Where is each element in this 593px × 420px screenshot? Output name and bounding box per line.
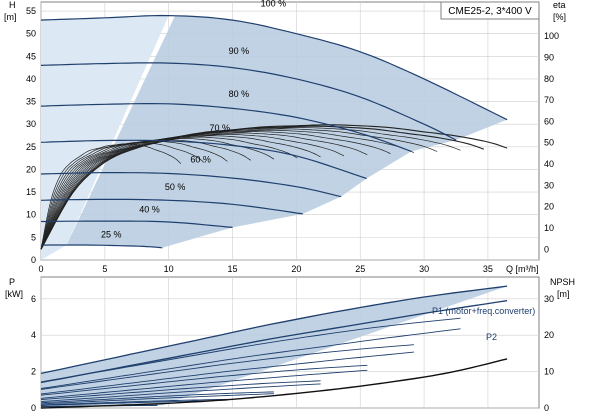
- x-axis-label: Q [m³/h]: [506, 264, 539, 274]
- npsh-tick-label: 20: [544, 330, 554, 340]
- operating-region: [66, 15, 508, 248]
- speed-curve: [41, 220, 233, 228]
- reduced-speed-power-curve: [40, 399, 228, 406]
- reduced-speed-power-curve: [40, 398, 228, 406]
- y-left-tick-label: 5: [31, 232, 36, 242]
- npsh-axis-label: NPSH: [550, 277, 575, 287]
- speed-label: 40 %: [139, 204, 160, 214]
- speed-curve: [40, 14, 508, 121]
- npsh-tick-label: 0: [544, 403, 549, 413]
- y-left-tick-label: 40: [26, 74, 36, 84]
- y-right-tick-label: 30: [544, 180, 554, 190]
- y-left-tick-label: 50: [26, 29, 36, 39]
- speed-label: 50 %: [165, 182, 186, 192]
- efficiency-curve: [40, 127, 461, 250]
- npsh-tick-label: 10: [544, 367, 554, 377]
- p-tick-label: 0: [31, 403, 36, 413]
- y-left-tick-label: 55: [26, 6, 36, 16]
- npsh-curve: [40, 358, 508, 409]
- y-right-tick-label: 0: [544, 244, 549, 254]
- y-right-label: eta: [553, 0, 566, 10]
- npsh-axis-unit: [m]: [557, 289, 570, 299]
- y-right-tick-label: 40: [544, 159, 554, 169]
- speed-label: 70 %: [210, 123, 231, 133]
- chart-title: CME25-2, 3*400 V: [448, 6, 532, 17]
- y-right-tick-label: 90: [544, 52, 554, 62]
- y-left-tick-label: 10: [26, 210, 36, 220]
- x-tick-label: 10: [164, 264, 174, 274]
- speed-curve: [41, 244, 163, 249]
- x-tick-label: 20: [291, 264, 301, 274]
- reduced-speed-power-curve: [40, 328, 461, 389]
- reduced-speed-power-curve: [40, 393, 275, 405]
- y-left-tick-label: 30: [26, 119, 36, 129]
- p2-curve: [40, 300, 508, 384]
- speed-label: 100 %: [261, 0, 287, 9]
- p2-series-label: P2: [486, 332, 497, 342]
- x-tick-label: 25: [355, 264, 365, 274]
- efficiency-curve: [40, 128, 438, 250]
- reduced-speed-power-curve: [40, 391, 275, 404]
- y-right-unit: [%]: [553, 12, 566, 22]
- p-tick-label: 6: [31, 294, 36, 304]
- speed-curve: [40, 172, 342, 198]
- reduced-speed-power-curve: [40, 369, 368, 399]
- chart-title-box: [440, 1, 540, 20]
- x-tick-label: 0: [38, 264, 43, 274]
- x-tick-label: 35: [483, 264, 493, 274]
- p-axis-unit: [kW]: [5, 289, 23, 299]
- efficiency-curve: [40, 140, 228, 250]
- efficiency-curve: [40, 134, 345, 250]
- efficiency-curve: [40, 129, 415, 250]
- speed-label: 60 %: [190, 155, 211, 165]
- speed-curve: [40, 198, 303, 215]
- y-left-label: H: [9, 0, 16, 10]
- efficiency-curve: [40, 135, 321, 250]
- p1-curve: [40, 285, 508, 375]
- reduced-speed-power-curve: [40, 364, 368, 396]
- y-right-tick-label: 80: [544, 74, 554, 84]
- x-tick-label: 30: [419, 264, 429, 274]
- y-right-tick-label: 50: [544, 138, 554, 148]
- y-right-tick-label: 60: [544, 116, 554, 126]
- x-tick-label: 5: [102, 264, 107, 274]
- p-axis-label: P: [9, 277, 15, 287]
- p1-series-label: P1 (motor+freq.converter): [432, 306, 535, 316]
- y-right-tick-label: 10: [544, 223, 554, 233]
- speed-curve: [40, 139, 367, 180]
- speed-curve: [40, 62, 457, 141]
- y-left-tick-label: 15: [26, 187, 36, 197]
- y-left-tick-label: 25: [26, 142, 36, 152]
- low-flow-region: [41, 15, 169, 260]
- reduced-speed-power-curve: [40, 344, 414, 390]
- reduced-speed-power-curve: [40, 383, 321, 403]
- p-tick-label: 4: [31, 330, 36, 340]
- efficiency-curve: [40, 125, 484, 250]
- y-right-tick-label: 20: [544, 202, 554, 212]
- efficiency-curve: [40, 136, 298, 250]
- reduced-speed-power-curve: [40, 380, 321, 401]
- power-region: [41, 286, 508, 407]
- speed-label: 90 %: [229, 46, 250, 56]
- x-tick-label: 15: [228, 264, 238, 274]
- speed-label: 80 %: [229, 89, 250, 99]
- efficiency-curve: [40, 131, 391, 250]
- y-left-unit: [m]: [4, 12, 17, 22]
- speed-curve: [40, 103, 412, 152]
- y-right-tick-label: 70: [544, 95, 554, 105]
- efficiency-curve: [40, 132, 368, 250]
- p-tick-label: 2: [31, 367, 36, 377]
- y-left-tick-label: 0: [31, 255, 36, 265]
- y-left-tick-label: 35: [26, 97, 36, 107]
- reduced-speed-power-curve: [40, 351, 414, 395]
- y-left-tick-label: 20: [26, 164, 36, 174]
- y-right-tick-label: 100: [544, 31, 559, 41]
- speed-label: 25 %: [101, 229, 122, 239]
- efficiency-curve: [40, 139, 251, 250]
- npsh-tick-label: 30: [544, 294, 554, 304]
- y-left-tick-label: 45: [26, 51, 36, 61]
- efficiency-curve: [40, 143, 182, 250]
